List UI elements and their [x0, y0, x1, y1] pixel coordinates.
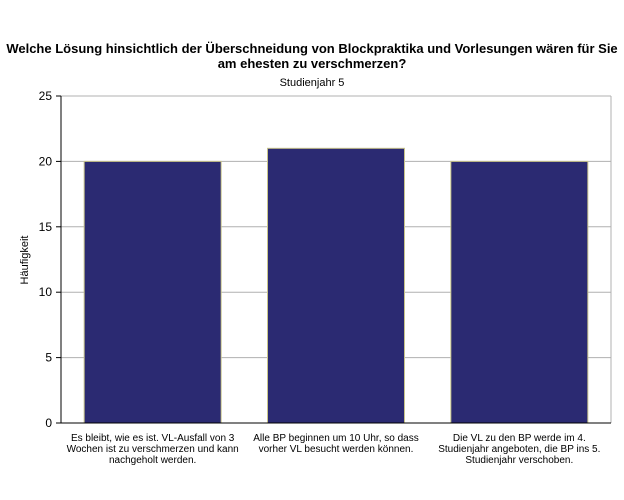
bar [83, 160, 222, 424]
chart-title: Welche Lösung hinsichtlich der Überschne… [6, 41, 618, 71]
y-tick-label: 20 [39, 154, 53, 168]
y-tick-label: 25 [39, 89, 53, 103]
y-tick-label: 5 [45, 351, 52, 365]
y-tick-label: 15 [39, 220, 53, 234]
x-category-label: Es bleibt, wie es ist. VL-Ausfall von 3 … [66, 433, 239, 466]
y-axis-title: Häufigkeit [19, 236, 31, 285]
bar [267, 147, 405, 424]
x-category-label: Die VL zu den BP werde im 4. Studienjahr… [438, 433, 601, 466]
y-tick-label: 0 [45, 416, 52, 430]
chart-subtitle: Studienjahr 5 [279, 77, 345, 89]
x-category-label: Alle BP beginnen um 10 Uhr, so dass vorh… [253, 433, 419, 455]
bar [450, 160, 589, 424]
y-tick-label: 10 [39, 285, 53, 299]
